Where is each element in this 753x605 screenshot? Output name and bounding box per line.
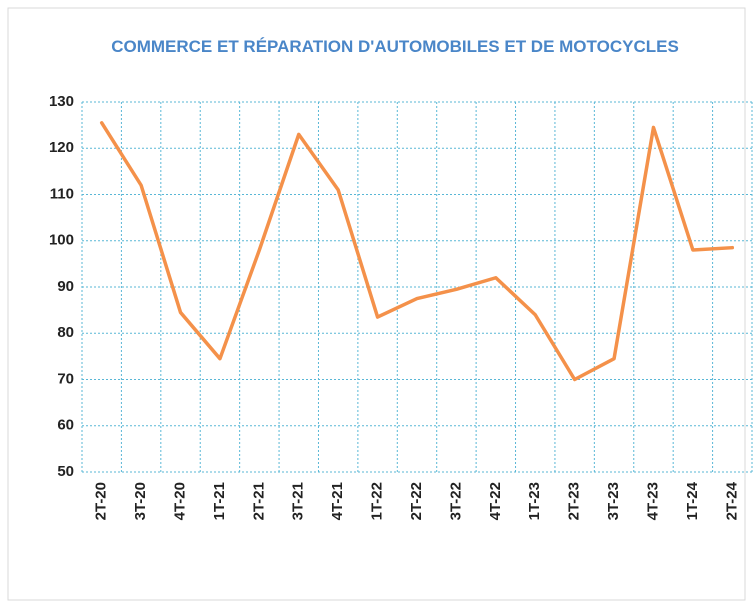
y-tick-label: 110: [50, 185, 74, 202]
x-tick-label: 2T-22: [408, 482, 425, 520]
x-tick-label: 3T-23: [605, 482, 622, 520]
x-tick-label: 4T-20: [171, 482, 188, 520]
x-tick-label: 4T-23: [644, 482, 661, 520]
x-tick-label: 1T-23: [526, 482, 543, 520]
x-tick-label: 3T-20: [132, 482, 149, 520]
y-tick-label: 120: [49, 139, 74, 156]
y-tick-label: 70: [57, 370, 74, 387]
y-tick-label: 130: [49, 93, 74, 110]
x-tick-label: 1T-22: [369, 482, 386, 520]
x-tick-label: 3T-22: [447, 482, 464, 520]
y-tick-label: 90: [57, 278, 74, 295]
x-tick-label: 1T-24: [684, 481, 701, 520]
chart-border: [7, 7, 746, 601]
chart-title: COMMERCE ET RÉPARATION D'AUTOMOBILES ET …: [111, 37, 679, 56]
y-tick-label: 60: [57, 417, 74, 434]
x-tick-label: 3T-21: [290, 482, 307, 520]
x-tick-label: 2T-24: [723, 481, 740, 520]
x-tick-label: 1T-21: [211, 482, 228, 520]
y-tick-label: 50: [57, 463, 74, 480]
x-tick-label: 4T-21: [329, 482, 346, 520]
x-tick-label: 4T-22: [487, 482, 504, 520]
x-tick-label: 2T-20: [93, 482, 110, 520]
x-tick-label: 2T-21: [250, 482, 267, 520]
y-tick-label: 100: [49, 232, 74, 249]
y-tick-label: 80: [57, 324, 74, 341]
line-series: [99, 121, 735, 382]
x-tick-label: 2T-23: [566, 482, 583, 520]
